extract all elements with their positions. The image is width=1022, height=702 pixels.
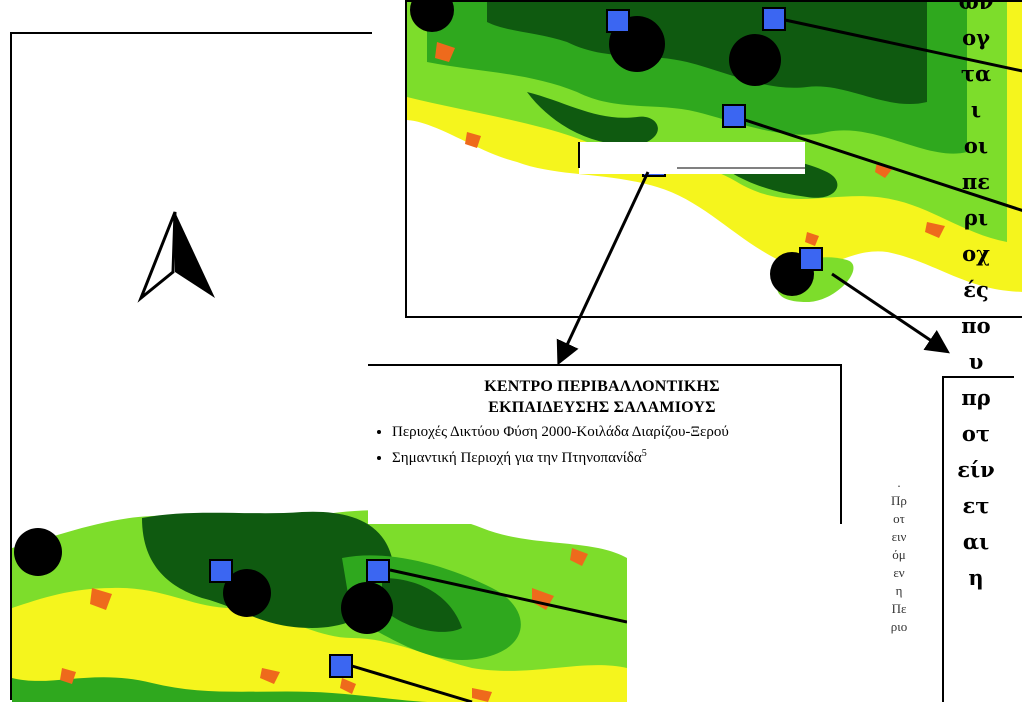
environmental-centre-box: ΚΕΝΤΡΟ ΠΕΡΙΒΑΛΛΟΝΤΙΚΗΣ ΕΚΠΑΙΔΕΥΣΗΣ ΣΑΛΑΜ…	[368, 364, 842, 524]
column-line: ριο	[890, 619, 908, 634]
column-line: ρι	[963, 205, 989, 230]
column-line: ετ	[962, 493, 990, 518]
map-top-right	[405, 0, 1022, 318]
column-line: ων	[958, 0, 994, 14]
map-bottom-left	[12, 488, 627, 702]
box-title-line1: ΚΕΝΤΡΟ ΠΕΡΙΒΑΛΛΟΝΤΙΚΗΣ	[484, 378, 720, 395]
list-item: Σημαντική Περιοχή για την Πτηνοπανίδα5	[392, 443, 832, 469]
column-line: οχ	[962, 241, 990, 266]
column-line: η	[968, 565, 984, 590]
column-line: πο	[961, 313, 991, 338]
column-line: τα	[960, 61, 992, 86]
column-line: οτ	[961, 421, 991, 446]
right-column-frame	[942, 376, 1014, 702]
column-line: Πε	[891, 601, 907, 616]
column-line: πε	[961, 169, 991, 194]
right-column-small-text: . Πρ οτ ειν όμ εν η Πε ριο	[884, 474, 914, 636]
column-line: ειν	[891, 529, 907, 544]
terrain-map-bottom	[12, 510, 627, 702]
column-line: εν	[893, 565, 905, 580]
list-item: Περιοχές Δικτύου Φύση 2000-Κοιλάδα Διαρί…	[392, 422, 832, 443]
column-line: ι	[970, 97, 982, 122]
column-line: οτ	[893, 511, 905, 526]
box-bullet-list: Περιοχές Δικτύου Φύση 2000-Κοιλάδα Διαρί…	[372, 422, 832, 469]
column-line: αι	[962, 529, 990, 554]
column-line: οι	[963, 133, 989, 158]
terrain-map-top	[407, 2, 1022, 316]
column-line: ογ	[962, 25, 990, 50]
footnote-mark: 5	[641, 448, 647, 459]
column-line: .	[897, 475, 901, 490]
column-line: είν	[957, 457, 995, 482]
column-line: ές	[963, 277, 989, 302]
column-line: υ	[968, 349, 984, 374]
map-left-frame	[10, 32, 372, 700]
column-line: Πρ	[891, 493, 907, 508]
north-arrow-icon	[137, 211, 215, 303]
box-title-line2: ΕΚΠΑΙΔΕΥΣΗΣ ΣΑΛΑΜΙΟΥΣ	[488, 399, 716, 416]
column-line: η	[895, 583, 903, 598]
column-line: όμ	[892, 547, 906, 562]
column-line: πρ	[961, 385, 991, 410]
right-column-large-text: ων ογ τα ι οι πε ρι οχ ές πο υ πρ οτ είν ετ αι η	[945, 0, 1007, 596]
